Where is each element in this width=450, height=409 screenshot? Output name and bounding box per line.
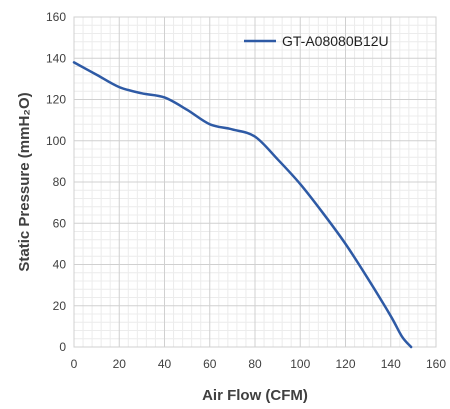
y-tick-label: 60: [53, 216, 67, 230]
y-tick-label: 160: [46, 10, 66, 24]
legend-label: GT-A08080B12U: [282, 33, 389, 49]
y-tick-label: 40: [53, 258, 67, 272]
y-tick-label: 80: [53, 175, 67, 189]
y-tick-label: 100: [46, 134, 66, 148]
x-tick-label: 100: [290, 357, 310, 371]
legend: GT-A08080B12U: [244, 33, 389, 49]
y-axis-ticks: 0 20 40 60 80 100 120 140 160: [46, 10, 66, 354]
x-tick-label: 160: [426, 357, 446, 371]
y-axis-title: Static Pressure (mmH₂O): [16, 92, 33, 271]
x-axis-title: Air Flow (CFM): [202, 387, 308, 404]
x-tick-label: 140: [381, 357, 401, 371]
x-tick-label: 60: [203, 357, 217, 371]
x-tick-label: 80: [248, 357, 262, 371]
y-tick-label: 120: [46, 93, 66, 107]
x-tick-label: 40: [158, 357, 172, 371]
y-tick-label: 20: [53, 299, 67, 313]
plot-frame: [73, 16, 437, 348]
x-tick-label: 20: [113, 357, 127, 371]
x-axis-ticks: 0 20 40 60 80 100 120 140 160: [71, 357, 447, 371]
y-tick-label: 140: [46, 51, 66, 65]
y-tick-label: 0: [59, 340, 66, 354]
series-group: [72, 61, 413, 349]
series-line: [72, 61, 413, 349]
x-tick-label: 0: [71, 357, 78, 371]
x-tick-label: 120: [335, 357, 355, 371]
